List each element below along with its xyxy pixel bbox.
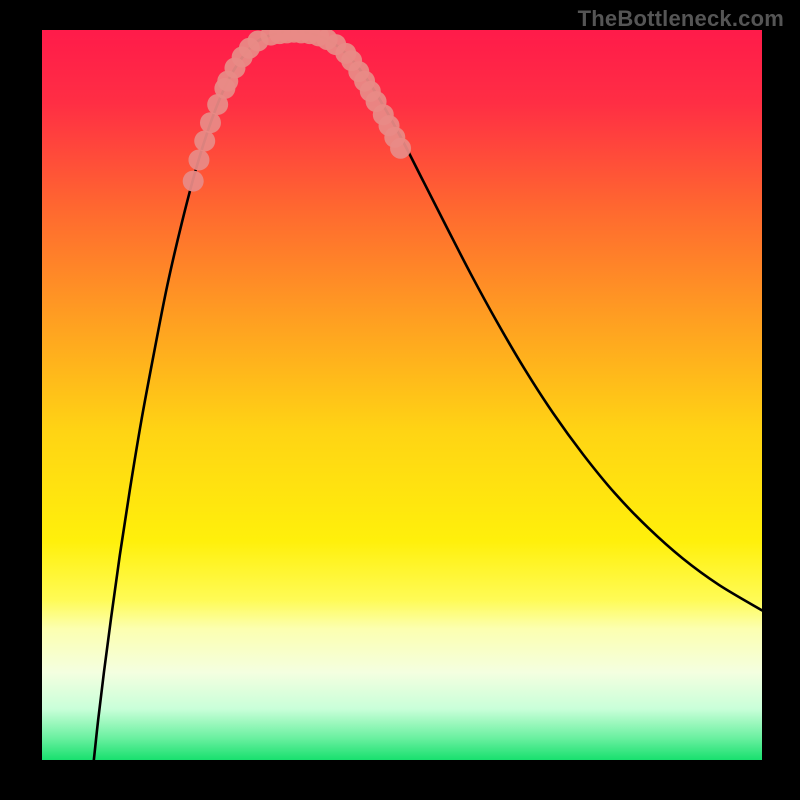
- watermark-text: TheBottleneck.com: [578, 6, 784, 32]
- chart-plot-area: [42, 30, 762, 760]
- chart-frame: TheBottleneck.com: [0, 0, 800, 800]
- data-marker: [390, 138, 411, 159]
- chart-svg: [42, 30, 762, 760]
- data-marker: [194, 130, 215, 151]
- data-marker: [188, 149, 209, 170]
- data-marker: [200, 112, 221, 133]
- data-marker: [183, 171, 204, 192]
